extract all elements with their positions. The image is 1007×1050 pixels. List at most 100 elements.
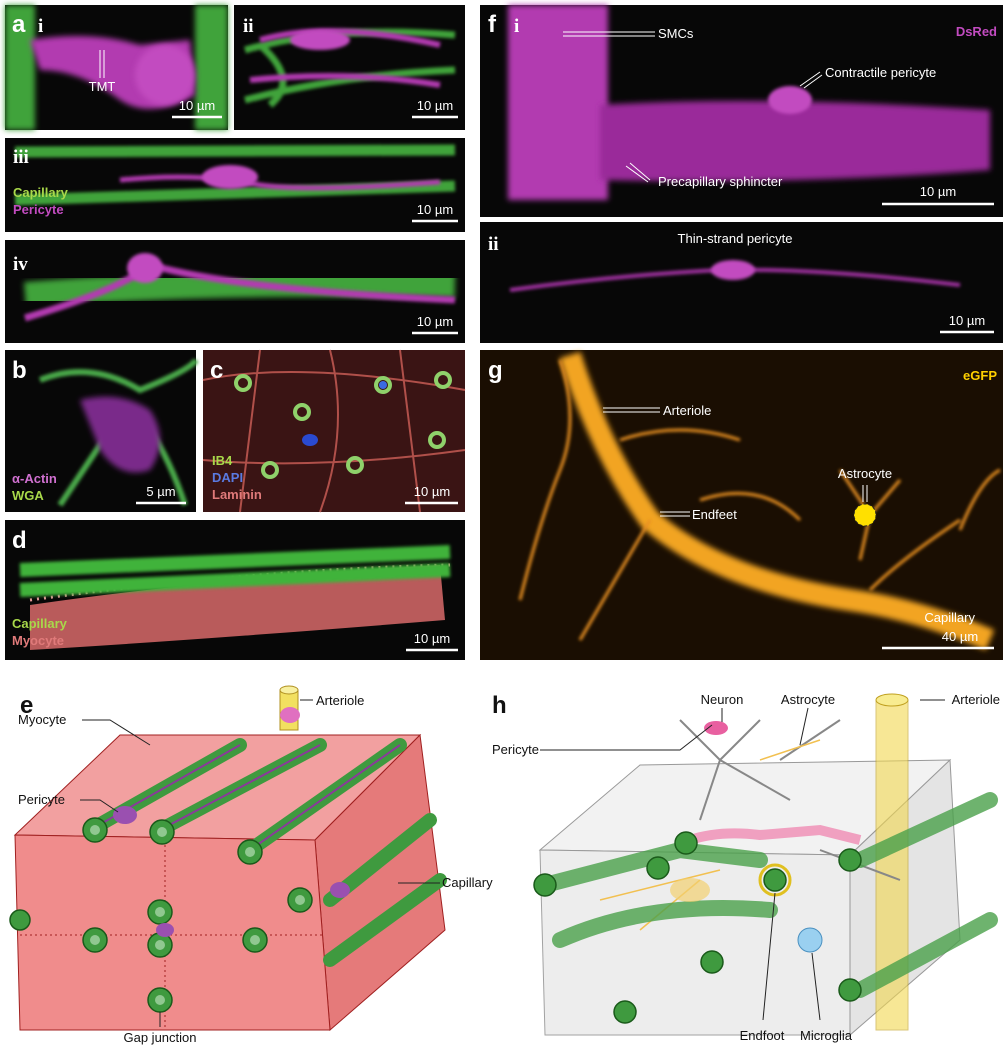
path-shape xyxy=(559,351,995,651)
circle-shape xyxy=(838,978,862,1002)
path-shape xyxy=(799,71,823,89)
annotation: Contractile pericyte xyxy=(825,65,936,80)
subpanel-numeral: i xyxy=(514,16,519,37)
ellipse-shape xyxy=(302,434,318,446)
panel-letter: g xyxy=(488,357,503,384)
panel-letter: f xyxy=(488,11,497,38)
ellipse-shape xyxy=(202,165,258,189)
diagram-label: Endfoot xyxy=(740,1028,785,1043)
rect-shape xyxy=(234,5,465,130)
rect-shape xyxy=(508,5,608,200)
g-shape xyxy=(533,831,862,1024)
annotation: Astrocyte xyxy=(838,466,892,481)
g-shape xyxy=(234,371,452,479)
ellipse-shape xyxy=(670,878,710,902)
diagram-label: Capillary xyxy=(442,875,493,890)
scale-bar-label: 10 µm xyxy=(414,484,450,499)
subpanel-numeral: iii xyxy=(13,147,29,168)
ellipse-shape xyxy=(290,30,350,50)
circle-shape xyxy=(261,461,279,479)
circle-shape xyxy=(155,907,165,917)
circle-shape xyxy=(250,935,260,945)
scale-bar-label: 10 µm xyxy=(417,314,453,329)
scale-bar-label: 10 µm xyxy=(179,98,215,113)
circle-shape xyxy=(763,868,787,892)
diagram-label: Arteriole xyxy=(316,693,364,708)
panel-d xyxy=(5,520,465,660)
circle-shape xyxy=(90,935,100,945)
ellipse-shape xyxy=(711,260,755,280)
annotation: Capillary xyxy=(924,610,975,625)
path-shape xyxy=(688,824,862,845)
g-shape xyxy=(113,707,350,937)
ellipse-shape xyxy=(379,381,387,389)
panel-a-i xyxy=(5,5,228,130)
annotation: Endfeet xyxy=(692,507,737,522)
diagram-label: Pericyte xyxy=(18,792,65,807)
channel-label: DsRed xyxy=(956,24,997,39)
scale-bar-label: 40 µm xyxy=(942,629,978,644)
diagram-label: Myocyte xyxy=(18,712,66,727)
scale-bar-label: 10 µm xyxy=(417,202,453,217)
panel-letter: b xyxy=(12,357,27,384)
panel-letter: e xyxy=(20,692,33,719)
path-shape xyxy=(82,719,151,746)
circle-shape xyxy=(674,831,698,855)
panel-b xyxy=(5,350,199,512)
path-shape xyxy=(563,31,655,37)
circle-shape xyxy=(346,456,364,474)
path-shape xyxy=(119,174,441,191)
scale-bar-label: 10 µm xyxy=(949,313,985,328)
channel-label: eGFP xyxy=(963,368,997,383)
circle-shape xyxy=(295,895,305,905)
rect-shape xyxy=(5,5,35,130)
ellipse-shape xyxy=(330,882,350,898)
legend-entry: Myocyte xyxy=(12,633,64,648)
path-shape xyxy=(862,485,868,502)
g-shape xyxy=(90,825,305,1005)
legend-entry: Capillary xyxy=(12,616,68,631)
subpanel-numeral: ii xyxy=(243,16,254,37)
path-shape xyxy=(30,565,445,650)
diagram-label: Pericyte xyxy=(492,742,539,757)
panel-letter: h xyxy=(492,692,507,719)
ellipse-shape xyxy=(156,923,174,937)
scale-bar-label: 5 µm xyxy=(146,484,175,499)
panel-letter: c xyxy=(210,357,223,384)
path-shape xyxy=(540,724,713,751)
path-shape xyxy=(811,952,821,1021)
path-shape xyxy=(23,270,456,308)
annotation: SMCs xyxy=(658,26,694,41)
circle-shape xyxy=(434,371,452,389)
circle-shape xyxy=(9,909,31,931)
scale-bar-label: 10 µm xyxy=(417,98,453,113)
ellipse-shape xyxy=(279,685,299,695)
path-shape xyxy=(625,162,651,183)
scale-bar-label: 10 µm xyxy=(920,184,956,199)
subpanel-numeral: iv xyxy=(13,254,28,275)
path-shape xyxy=(249,28,441,88)
circle-shape xyxy=(245,847,255,857)
legend-entry: Pericyte xyxy=(13,202,64,217)
ellipse-shape xyxy=(280,707,300,723)
path-shape xyxy=(80,396,160,473)
path-shape xyxy=(679,719,901,881)
circle-shape xyxy=(533,873,557,897)
path-shape xyxy=(799,707,809,746)
ellipse-shape xyxy=(768,86,812,114)
rect-shape xyxy=(195,5,228,130)
scale-bar-label: 10 µm xyxy=(414,631,450,646)
legend-entry: α-Actin xyxy=(12,471,57,486)
subpanel-numeral: i xyxy=(38,16,43,37)
annotation: Precapillary sphincter xyxy=(658,174,783,189)
circle-shape xyxy=(646,856,670,880)
circle-shape xyxy=(797,927,823,953)
ellipse-shape xyxy=(127,253,163,283)
diagram-label: Microglia xyxy=(800,1028,853,1043)
diagram-label: Gap junction xyxy=(124,1030,197,1045)
panel-f-ii xyxy=(480,222,1003,343)
ellipse-shape xyxy=(704,721,728,735)
annotation: Thin-strand pericyte xyxy=(678,231,793,246)
